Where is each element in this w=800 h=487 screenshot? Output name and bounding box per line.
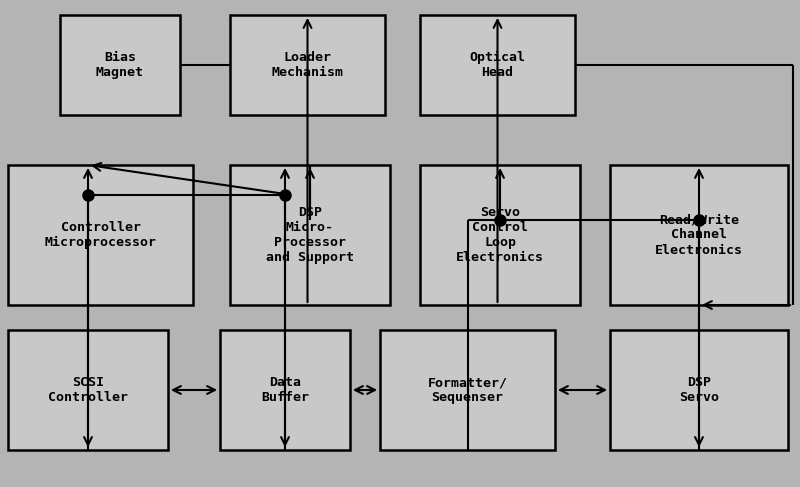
Bar [420, 165, 580, 305]
Bar [610, 330, 788, 450]
Text: Bias
Magnet: Bias Magnet [96, 51, 144, 79]
Text: Optical
Head: Optical Head [470, 51, 526, 79]
Text: Servo
Control
Loop
Electronics: Servo Control Loop Electronics [456, 206, 544, 264]
Bar [230, 15, 385, 115]
Text: DSP
Servo: DSP Servo [679, 376, 719, 404]
Text: SCSI
Controller: SCSI Controller [48, 376, 128, 404]
Bar [420, 15, 575, 115]
Text: Loader
Mechanism: Loader Mechanism [271, 51, 343, 79]
Text: Controller
Microprocessor: Controller Microprocessor [45, 221, 157, 249]
Bar [610, 165, 788, 305]
Bar [230, 165, 390, 305]
Text: Formatter/
Sequenser: Formatter/ Sequenser [427, 376, 507, 404]
Text: Data
Buffer: Data Buffer [261, 376, 309, 404]
Bar [8, 330, 168, 450]
Bar [220, 330, 350, 450]
Bar [60, 15, 180, 115]
Text: DSP
Micro-
Processor
and Support: DSP Micro- Processor and Support [266, 206, 354, 264]
Bar [8, 165, 193, 305]
Text: Read/Write
Channel
Electronics: Read/Write Channel Electronics [655, 213, 743, 257]
Bar [380, 330, 555, 450]
